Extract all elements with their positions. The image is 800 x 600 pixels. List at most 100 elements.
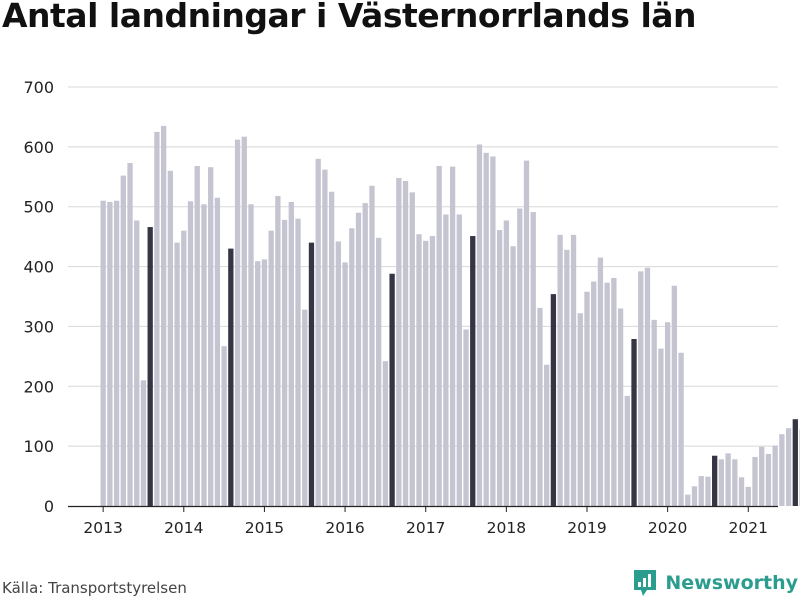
x-tick-label: 2014 bbox=[164, 519, 203, 537]
bar bbox=[658, 348, 664, 506]
bar bbox=[234, 139, 241, 506]
bar bbox=[765, 453, 772, 506]
bar bbox=[261, 259, 268, 506]
bar bbox=[302, 309, 308, 506]
x-tick-label: 2018 bbox=[487, 519, 526, 537]
bar bbox=[429, 236, 436, 506]
y-tick-label: 200 bbox=[23, 377, 54, 396]
brand-logo[interactable]: Newsworthy bbox=[632, 568, 798, 598]
y-tick-label: 300 bbox=[23, 317, 54, 336]
bar bbox=[691, 486, 698, 506]
bar bbox=[275, 195, 281, 506]
bar bbox=[678, 352, 684, 506]
bar bbox=[120, 175, 126, 507]
bar bbox=[160, 125, 167, 507]
bar bbox=[194, 166, 200, 507]
bar bbox=[127, 163, 133, 507]
bar bbox=[705, 476, 711, 506]
bar bbox=[288, 201, 294, 506]
bar bbox=[631, 338, 637, 506]
bar bbox=[342, 262, 348, 506]
source-note: Källa: Transportstyrelsen bbox=[2, 579, 187, 597]
bar bbox=[208, 167, 214, 507]
x-tick-label: 2017 bbox=[406, 519, 445, 537]
x-tick-label: 2013 bbox=[83, 519, 122, 537]
bar bbox=[517, 208, 523, 506]
bar bbox=[268, 230, 274, 506]
bar bbox=[638, 271, 644, 506]
bar bbox=[671, 285, 677, 506]
bar bbox=[604, 282, 610, 506]
bar bbox=[335, 241, 341, 506]
bar bbox=[570, 234, 577, 506]
bar bbox=[496, 230, 503, 506]
chart-title: Antal landningar i Västernorrlands län bbox=[2, 0, 697, 35]
bar bbox=[295, 218, 301, 506]
bar bbox=[214, 197, 221, 506]
bar bbox=[228, 248, 234, 506]
bar bbox=[483, 152, 489, 507]
bar bbox=[530, 212, 536, 506]
bar bbox=[611, 277, 617, 506]
bar bbox=[577, 313, 583, 506]
bar bbox=[241, 136, 247, 506]
bar bbox=[376, 237, 382, 506]
bar bbox=[712, 455, 718, 506]
brand-name: Newsworthy bbox=[665, 572, 798, 594]
bar bbox=[772, 445, 778, 506]
y-tick-label: 400 bbox=[23, 258, 54, 277]
bar bbox=[349, 228, 355, 506]
bar bbox=[785, 428, 792, 506]
bar bbox=[550, 294, 557, 506]
bar bbox=[308, 242, 315, 506]
bar bbox=[167, 170, 173, 507]
bar bbox=[718, 459, 725, 506]
bar bbox=[154, 131, 160, 506]
y-axis-labels: 0 100 200 300 400 500 600 700 bbox=[23, 78, 54, 516]
bar bbox=[382, 361, 389, 506]
bar bbox=[664, 322, 671, 506]
x-tick-label: 2019 bbox=[567, 519, 606, 537]
x-tick-label: 2016 bbox=[325, 519, 364, 537]
bar bbox=[792, 419, 798, 506]
bar bbox=[503, 220, 509, 506]
bar bbox=[409, 192, 415, 506]
bar bbox=[463, 329, 469, 506]
bar bbox=[685, 494, 691, 506]
bar bbox=[221, 346, 227, 506]
bar bbox=[745, 486, 751, 506]
bar bbox=[322, 169, 328, 507]
y-tick-label: 500 bbox=[23, 198, 54, 217]
bar bbox=[476, 144, 483, 506]
bar bbox=[315, 158, 321, 507]
bar bbox=[449, 166, 456, 507]
bars bbox=[100, 125, 800, 507]
bar bbox=[181, 230, 187, 506]
bar bbox=[174, 242, 180, 506]
bar bbox=[436, 166, 442, 507]
bar bbox=[140, 380, 147, 506]
bar bbox=[248, 204, 254, 506]
bar bbox=[738, 477, 745, 506]
x-axis: 2013201420152016201720182019202020212022 bbox=[68, 505, 778, 537]
bar bbox=[416, 234, 422, 506]
bar bbox=[564, 249, 570, 506]
bar bbox=[523, 160, 530, 507]
bar bbox=[537, 307, 543, 506]
bar bbox=[617, 308, 624, 506]
bar bbox=[369, 185, 375, 506]
bar bbox=[355, 212, 362, 506]
bar bbox=[113, 200, 120, 506]
y-tick-label: 600 bbox=[23, 138, 54, 157]
y-tick-label: 700 bbox=[23, 78, 54, 97]
bar bbox=[396, 177, 402, 507]
bar bbox=[779, 434, 785, 506]
bar bbox=[281, 219, 288, 506]
bar bbox=[389, 273, 395, 506]
bar bbox=[490, 156, 496, 507]
bar bbox=[402, 180, 409, 506]
y-tick-label: 100 bbox=[23, 437, 54, 456]
bar bbox=[759, 446, 765, 506]
bar bbox=[255, 261, 261, 506]
